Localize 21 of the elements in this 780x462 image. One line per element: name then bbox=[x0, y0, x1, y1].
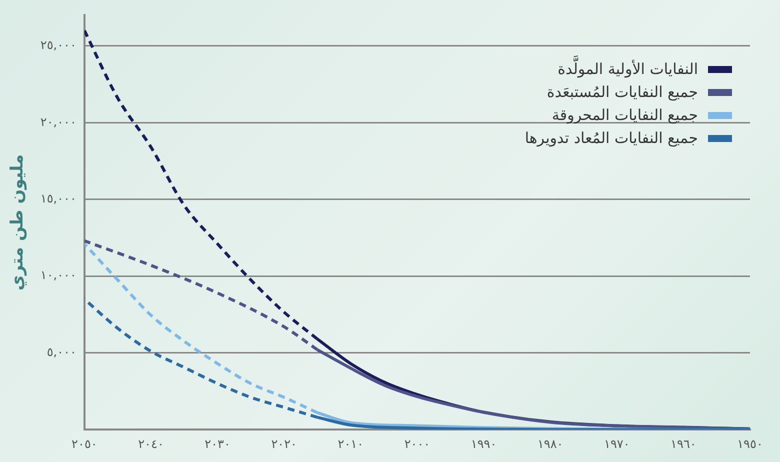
x-tick-label: ٢٠٠٠ bbox=[404, 436, 430, 451]
x-tick-label: ٢٠٣٠ bbox=[204, 436, 230, 451]
x-tick-label: ٢٠٤٠ bbox=[138, 436, 164, 451]
x-tick-label: ٢٠١٠ bbox=[338, 436, 364, 451]
x-tick-label: ١٩٦٠ bbox=[670, 436, 696, 451]
x-tick-label: ٢٠٥٠ bbox=[72, 436, 98, 451]
x-tick-label: ١٩٧٠ bbox=[604, 436, 630, 451]
y-tick-label: ٥,٠٠٠ bbox=[46, 344, 76, 359]
y-tick-label: ٢٥,٠٠٠ bbox=[40, 38, 76, 52]
x-tick-label: ١٩٩٠ bbox=[470, 436, 497, 451]
x-tick-label: ٢٠٢٠ bbox=[271, 436, 297, 451]
legend-label: جميع النفايات المُعاد تدويرها bbox=[524, 128, 698, 149]
legend-label: جميع النفايات المحروقة bbox=[552, 105, 698, 126]
legend-label: جميع النفايات المُستبعَدة bbox=[546, 82, 698, 103]
x-tick-label: ١٩٥٠ bbox=[737, 436, 763, 451]
x-tick-label: ١٩٨٠ bbox=[537, 436, 564, 451]
y-tick-label: ١٥,٠٠٠ bbox=[40, 192, 76, 206]
legend-label: النفايات الأولية المولَّدة bbox=[558, 58, 698, 80]
y-tick-label: ١٠,٠٠٠ bbox=[40, 268, 76, 282]
y-axis-title: مليون طن متري bbox=[8, 154, 28, 291]
y-tick-label: ٢٠,٠٠٠ bbox=[40, 114, 76, 129]
